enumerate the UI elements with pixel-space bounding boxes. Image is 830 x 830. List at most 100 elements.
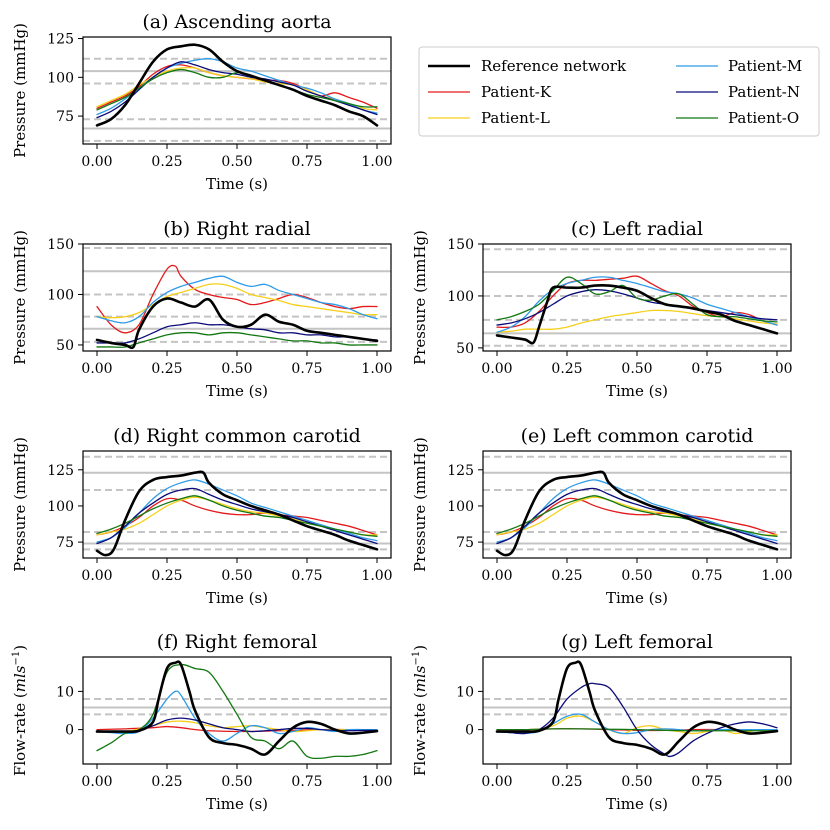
- plot-area-a: [83, 43, 391, 142]
- x-tick-label-f-2: 0.50: [221, 774, 252, 790]
- y-tick-label-b-1: 100: [47, 287, 74, 303]
- y-axis-label-close-g: ): [411, 645, 429, 651]
- series-a-reference-network: [95, 43, 379, 127]
- x-tick-label-f-1: 0.25: [151, 774, 182, 790]
- series-e-reference-network: [495, 470, 779, 557]
- y-tick-label-a-2: 125: [47, 32, 74, 48]
- legend-frame: [418, 46, 820, 137]
- y-tick-label-g-0: 0: [465, 723, 474, 739]
- x-tick-label-b-2: 0.50: [221, 361, 252, 377]
- panel-title-d: (d) Right common carotid: [113, 425, 361, 447]
- x-tick-label-a-0: 0.00: [81, 154, 112, 170]
- panel-c: 0.00 0.25 0.50 0.75 1.00 50 100 150 (c) Left rad…: [411, 218, 793, 400]
- x-tick-label-d-1: 0.25: [151, 568, 182, 584]
- x-tick-label-a-2: 0.50: [221, 154, 252, 170]
- y-tick-label-f-1: 10: [56, 684, 74, 700]
- y-tick-label-c-1: 100: [447, 289, 474, 305]
- series-b-patient-m: [96, 275, 378, 324]
- series-d-patient-n: [96, 487, 378, 545]
- series-f-patient-l: [96, 720, 378, 733]
- x-tick-label-c-3: 0.75: [691, 361, 722, 377]
- series-e-patient-n: [496, 487, 778, 545]
- series-f-reference-network: [95, 660, 379, 756]
- series-b-reference-network: [95, 297, 379, 350]
- legend-label-patient-m: Patient-M: [728, 57, 802, 75]
- x-tick-label-c-2: 0.50: [621, 361, 652, 377]
- y-axis-label-exponent-g: −1: [411, 651, 422, 666]
- x-tick-label-g-3: 0.75: [691, 774, 722, 790]
- x-axis-label-d: Time (s): [206, 589, 268, 607]
- x-tick-label-g-4: 1.00: [761, 774, 792, 790]
- y-tick-label-g-1: 10: [456, 684, 474, 700]
- plot-area-d: [83, 455, 391, 557]
- legend: Reference network Patient-K Patient-L Pa…: [418, 46, 820, 137]
- panel-title-e: (e) Left common carotid: [521, 425, 754, 447]
- y-tick-label-d-0: 75: [56, 535, 74, 551]
- x-tick-label-b-4: 1.00: [361, 361, 392, 377]
- x-tick-label-e-1: 0.25: [551, 568, 582, 584]
- x-tick-label-g-2: 0.50: [621, 774, 652, 790]
- series-c-patient-m: [496, 276, 778, 333]
- plot-area-e: [483, 455, 791, 557]
- y-axis-label-exponent-f: −1: [11, 651, 22, 666]
- y-axis-label-f: Flow-rate (mls−1): [11, 645, 29, 776]
- panel-title-g: (g) Left femoral: [561, 631, 713, 653]
- panel-e: 0.00 0.25 0.50 0.75 1.00 75 100 125 (e) Left com…: [411, 425, 793, 607]
- x-tick-label-d-4: 1.00: [361, 568, 392, 584]
- series-c-reference-network: [495, 283, 779, 345]
- y-tick-label-c-2: 150: [447, 237, 474, 253]
- axes-frame-g: [482, 656, 792, 765]
- series-c-patient-o: [496, 276, 778, 323]
- y-axis-label-c: Pressure (mmHg): [411, 230, 429, 365]
- plot-area-f: [83, 660, 391, 760]
- y-axis-label-a: Pressure (mmHg): [11, 23, 29, 158]
- x-tick-label-d-2: 0.50: [221, 568, 252, 584]
- axes-frame-f: [82, 656, 392, 765]
- y-tick-label-e-1: 100: [447, 499, 474, 515]
- x-axis-label-c: Time (s): [606, 382, 668, 400]
- x-tick-label-c-1: 0.25: [551, 361, 582, 377]
- series-b-patient-l: [96, 283, 378, 319]
- y-tick-label-d-2: 125: [47, 463, 74, 479]
- legend-label-patient-l: Patient-L: [481, 109, 550, 127]
- series-b-patient-o: [96, 331, 378, 348]
- y-axis-label-unit-g: mls: [411, 665, 429, 692]
- panel-title-c: (c) Left radial: [571, 218, 703, 240]
- x-tick-label-a-3: 0.75: [291, 154, 322, 170]
- series-g-reference-network: [495, 660, 779, 756]
- series-d-patient-o: [96, 495, 378, 537]
- y-axis-label-g: Flow-rate (mls−1): [411, 645, 429, 776]
- panel-title-b: (b) Right radial: [163, 218, 311, 240]
- x-tick-label-f-0: 0.00: [81, 774, 112, 790]
- x-tick-label-a-4: 1.00: [361, 154, 392, 170]
- legend-label-reference-network: Reference network: [481, 57, 627, 75]
- series-a-patient-o: [96, 68, 378, 111]
- series-e-patient-o: [496, 495, 778, 537]
- x-tick-label-e-4: 1.00: [761, 568, 792, 584]
- panel-g: 0.00 0.25 0.50 0.75 1.00 0 10 (g) Left femoral T…: [411, 631, 793, 813]
- y-tick-label-b-0: 50: [56, 338, 74, 354]
- panel-d: 0.00 0.25 0.50 0.75 1.00 75 100 125 (d) Right co…: [11, 425, 393, 607]
- legend-label-patient-o: Patient-O: [728, 109, 799, 127]
- panel-a: 0.00 0.25 0.50 0.75 1.00 75 100 125 (a) Ascendin…: [11, 11, 393, 193]
- x-tick-label-d-3: 0.75: [291, 568, 322, 584]
- panel-b: 0.00 0.25 0.50 0.75 1.00 50 100 150 (b) Right ra…: [11, 218, 393, 400]
- y-axis-label-text-g: Flow-rate (: [411, 692, 429, 776]
- panel-title-a: (a) Ascending aorta: [142, 11, 331, 33]
- series-g-patient-l: [496, 715, 778, 735]
- panel-f: 0.00 0.25 0.50 0.75 1.00 0 10 (f) Right femoral…: [11, 631, 393, 813]
- y-tick-label-e-0: 75: [456, 535, 474, 551]
- y-axis-label-d: Pressure (mmHg): [11, 437, 29, 572]
- x-axis-label-f: Time (s): [206, 795, 268, 813]
- y-tick-label-a-1: 100: [47, 70, 74, 86]
- x-tick-label-b-0: 0.00: [81, 361, 112, 377]
- y-tick-label-b-2: 150: [47, 237, 74, 253]
- x-tick-label-e-2: 0.50: [621, 568, 652, 584]
- x-tick-label-g-1: 0.25: [551, 774, 582, 790]
- x-tick-label-c-0: 0.00: [481, 361, 512, 377]
- x-tick-label-g-0: 0.00: [481, 774, 512, 790]
- x-axis-label-g: Time (s): [606, 795, 668, 813]
- x-tick-label-e-3: 0.75: [691, 568, 722, 584]
